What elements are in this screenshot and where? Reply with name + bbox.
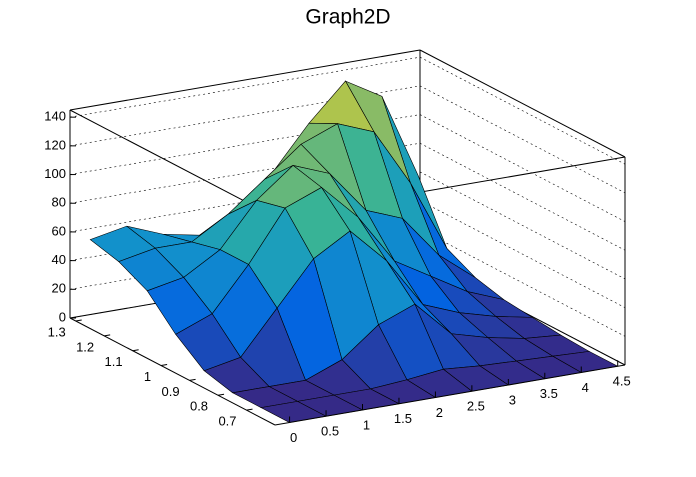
x-tick-label: 4 <box>582 380 589 395</box>
z-tick-label: 140 <box>44 109 66 124</box>
x-tick-label: 1 <box>363 417 370 432</box>
y-tick-label: 1.3 <box>48 324 66 339</box>
y-tick-label: 1 <box>144 369 151 384</box>
y-tick-mark <box>246 408 253 411</box>
z-tick-label: 60 <box>52 223 66 238</box>
y-tick-mark <box>217 393 225 396</box>
y-tick-label: 0.8 <box>190 399 208 414</box>
grid-line <box>69 114 626 222</box>
y-tick-mark <box>132 349 139 352</box>
z-tick-label: 80 <box>52 195 66 210</box>
y-tick-label: 0.7 <box>218 414 236 429</box>
y-tick-mark <box>189 378 196 381</box>
z-tick-label: 40 <box>52 252 66 267</box>
x-axis <box>274 364 626 426</box>
box-edge <box>419 49 626 158</box>
grid-line <box>69 85 626 194</box>
y-tick-label: 1.2 <box>76 339 94 354</box>
z-tick-label: 100 <box>44 166 66 181</box>
x-tick-label: 1.5 <box>394 411 412 426</box>
grid-line <box>69 171 626 280</box>
x-tick-label: 4.5 <box>613 374 631 389</box>
x-tick-label: 3.5 <box>540 386 558 401</box>
y-tick-label: 0.9 <box>162 384 180 399</box>
grid-line <box>69 56 626 165</box>
y-tick-label: 1.1 <box>105 354 123 369</box>
chart-title: Graph2D <box>305 6 390 29</box>
y-tick-mark <box>161 364 168 367</box>
z-tick-label: 0 <box>59 309 66 324</box>
z-tick-label: 20 <box>52 281 66 296</box>
y-tick-mark <box>104 334 111 337</box>
x-tick-label: 2 <box>436 405 443 420</box>
y-tick-mark <box>75 319 82 322</box>
grid-line <box>69 142 626 251</box>
x-tick-label: 3 <box>509 392 516 407</box>
z-tick-label: 120 <box>44 137 66 152</box>
box-edge <box>69 109 276 218</box>
x-tick-label: 0 <box>290 430 297 445</box>
x-tick-label: 0.5 <box>321 424 339 439</box>
x-tick-label: 2.5 <box>467 399 485 414</box>
box-edge <box>69 49 421 111</box>
